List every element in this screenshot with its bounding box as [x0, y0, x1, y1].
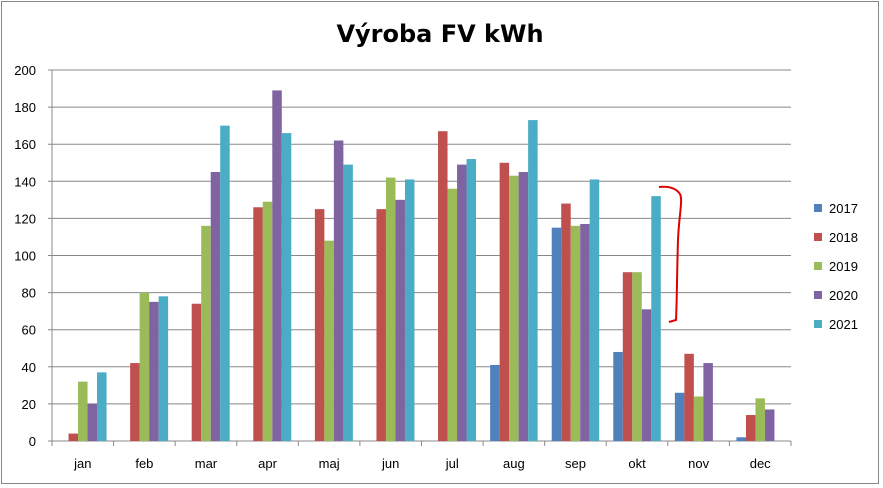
y-tick-label: 0: [29, 434, 36, 449]
bar-2018-jul: [438, 131, 448, 441]
bar-2019-nov: [693, 396, 704, 441]
x-tick-label: maj: [319, 456, 340, 471]
legend-label: 2019: [829, 259, 858, 274]
y-tick-label: 180: [14, 100, 36, 115]
y-tick-label: 120: [14, 211, 36, 226]
y-tick-label: 140: [14, 174, 36, 189]
bar-2018-feb: [130, 363, 140, 441]
bar-2021-sep: [589, 179, 600, 441]
bar-2020-jun: [395, 199, 405, 441]
bar-2020-dec: [764, 409, 775, 441]
bar-2020-maj: [333, 140, 344, 442]
legend-swatch-2019: [814, 262, 822, 270]
x-tick-label: apr: [258, 456, 277, 471]
legend-swatch-2018: [814, 233, 822, 241]
y-tick-label: 20: [22, 397, 36, 412]
y-tick-label: 60: [22, 323, 36, 338]
bar-2021-feb: [158, 296, 169, 441]
bar-2019-maj: [324, 240, 334, 441]
bar-2021-maj: [343, 164, 353, 442]
y-tick-label: 160: [14, 137, 36, 152]
bar-2017-aug: [490, 364, 500, 441]
legend-label: 2021: [829, 317, 858, 332]
bar-2020-feb: [149, 301, 159, 441]
legend-label: 2018: [829, 230, 858, 245]
bar-2018-sep: [561, 203, 571, 441]
bar-2020-nov: [703, 363, 713, 441]
bar-2019-feb: [139, 292, 150, 441]
x-tick-label: aug: [503, 456, 525, 471]
bar-2020-jan: [87, 403, 98, 441]
bar-2017-nov: [674, 392, 685, 441]
y-tick-label: 40: [22, 360, 36, 375]
bar-2018-mar: [191, 303, 202, 441]
bar-2021-jan: [97, 372, 107, 441]
bar-2019-jun: [385, 177, 396, 441]
bar-2018-jan: [68, 433, 79, 441]
bar-2018-apr: [253, 207, 263, 441]
bar-2019-sep: [570, 225, 581, 441]
bar-2018-nov: [684, 353, 694, 441]
x-tick-label: jul: [445, 456, 459, 471]
bar-2019-jul: [447, 188, 458, 441]
bar-2019-aug: [509, 175, 519, 442]
bar-2020-apr: [272, 90, 282, 441]
x-tick-label: mar: [195, 456, 218, 471]
x-tick-label: jan: [73, 456, 91, 471]
bar-2021-jun: [404, 179, 415, 441]
bar-2018-okt: [622, 272, 633, 441]
bar-2020-sep: [580, 223, 590, 441]
y-tick-label: 80: [22, 286, 36, 301]
bar-2021-aug: [528, 120, 538, 442]
bar-2019-apr: [262, 201, 273, 441]
x-tick-label: okt: [628, 456, 646, 471]
bar-2017-okt: [613, 351, 623, 441]
bar-2021-mar: [220, 125, 230, 442]
bar-2018-maj: [314, 209, 325, 441]
legend-label: 2020: [829, 288, 858, 303]
bar-2020-aug: [518, 172, 529, 441]
legend-label: 2017: [829, 201, 858, 216]
handwritten-bracket-annotation: [658, 185, 683, 323]
bar-2017-dec: [736, 437, 746, 441]
bar-2020-mar: [210, 172, 221, 441]
bar-2018-jun: [376, 209, 386, 441]
x-tick-label: dec: [750, 456, 771, 471]
chart-title: Výroba FV kWh: [336, 20, 543, 48]
y-tick-label: 100: [14, 249, 36, 264]
bar-2019-jan: [78, 381, 88, 441]
bar-2018-dec: [745, 415, 756, 441]
bar-2020-jul: [457, 164, 467, 442]
x-tick-label: nov: [688, 456, 709, 471]
bar-2018-aug: [499, 162, 510, 441]
legend-swatch-2017: [814, 204, 822, 212]
x-tick-label: jun: [381, 456, 399, 471]
bar-2019-dec: [755, 398, 765, 441]
bar-2017-sep: [551, 227, 562, 441]
bar-2020-okt: [641, 309, 652, 441]
bar-2021-okt: [651, 196, 661, 441]
y-tick-label: 200: [14, 63, 36, 78]
x-tick-label: sep: [565, 456, 586, 471]
bar-2021-apr: [281, 133, 292, 441]
bar-2021-jul: [466, 159, 477, 442]
bar-2019-mar: [201, 225, 211, 441]
legend-swatch-2020: [814, 291, 822, 299]
x-tick-label: feb: [135, 456, 153, 471]
bar-2019-okt: [632, 272, 642, 441]
legend-swatch-2021: [814, 320, 822, 328]
